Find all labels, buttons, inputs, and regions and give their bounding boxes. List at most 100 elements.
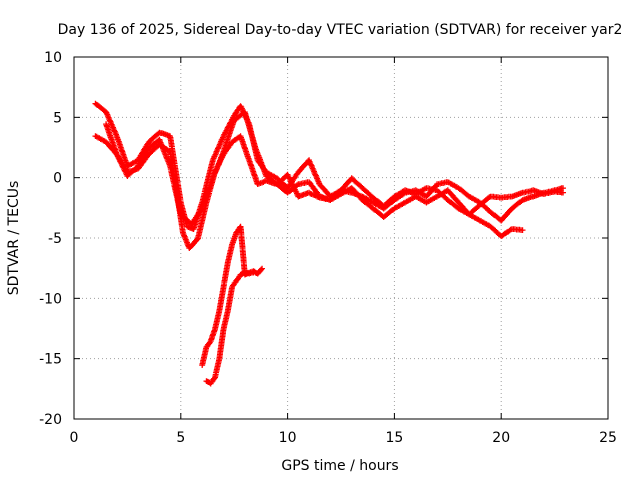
data-point: + [117, 154, 124, 167]
data-point: + [459, 200, 466, 213]
data-point: + [295, 190, 302, 203]
data-point: + [290, 172, 297, 185]
data-point: + [522, 193, 529, 206]
data-point: + [416, 192, 423, 205]
data-point: + [123, 167, 130, 180]
data-point: + [492, 224, 499, 237]
data-point: + [120, 150, 127, 163]
data-point: + [425, 182, 432, 195]
data-point: + [556, 183, 563, 196]
data-point: + [206, 376, 213, 389]
data-point: + [272, 171, 279, 184]
data-point: + [210, 152, 217, 165]
data-point: + [333, 188, 340, 201]
data-point: + [150, 138, 157, 151]
data-point: + [295, 166, 302, 179]
data-point: + [307, 156, 314, 169]
data-point: + [204, 375, 211, 388]
data-point: + [278, 176, 285, 189]
data-point: + [350, 184, 357, 197]
data-point: + [380, 202, 387, 215]
data-point: + [487, 206, 494, 219]
data-point: + [178, 215, 185, 228]
data-point: + [135, 160, 142, 173]
data-point: + [220, 323, 227, 336]
data-point: + [220, 129, 227, 142]
data-point: + [220, 147, 227, 160]
data-point: + [201, 195, 208, 208]
data-point: + [123, 168, 130, 181]
data-point: + [346, 174, 353, 187]
data-point: + [420, 194, 427, 207]
data-point: + [212, 166, 219, 179]
data-point: + [385, 207, 392, 220]
data-point: + [432, 180, 439, 193]
data-point: + [499, 191, 506, 204]
data-point: + [471, 211, 478, 224]
data-point: + [354, 188, 361, 201]
data-point: + [265, 171, 272, 184]
data-point: + [176, 185, 183, 198]
data-point: + [132, 155, 139, 168]
data-point: + [168, 150, 175, 163]
data-point: + [102, 104, 109, 117]
data-point: + [372, 204, 379, 217]
data-point: + [220, 279, 227, 292]
data-point: + [522, 186, 529, 199]
data-point: + [386, 197, 393, 210]
data-point: + [363, 185, 370, 198]
data-point: + [195, 208, 202, 221]
data-point: + [218, 291, 225, 304]
data-point: + [485, 203, 492, 216]
data-point: + [112, 145, 119, 158]
data-point: + [192, 216, 199, 229]
data-point: + [256, 265, 263, 278]
data-point: + [392, 189, 399, 202]
data-point: + [136, 157, 143, 170]
data-point: + [498, 230, 505, 243]
data-point: + [184, 220, 191, 233]
data-point: + [227, 288, 234, 301]
data-point: + [219, 289, 226, 302]
data-point: + [179, 203, 186, 216]
data-point: + [145, 149, 152, 162]
data-point: + [464, 206, 471, 219]
data-point: + [202, 184, 209, 197]
data-point: + [557, 186, 564, 199]
data-point: + [454, 195, 461, 208]
y-tick-label: 0 [53, 171, 62, 187]
data-point: + [151, 130, 158, 143]
x-tick-label: 0 [70, 430, 79, 446]
data-point: + [271, 177, 278, 190]
data-point: + [163, 128, 170, 141]
data-point: + [204, 186, 211, 199]
data-point: + [457, 198, 464, 211]
axis-ticks [73, 56, 609, 420]
data-point: + [217, 348, 224, 361]
data-point: + [269, 174, 276, 187]
data-point: + [306, 154, 313, 167]
data-point: + [217, 345, 224, 358]
data-point: + [262, 168, 269, 181]
data-point: + [176, 201, 183, 214]
data-point: + [209, 157, 216, 170]
data-point: + [364, 197, 371, 210]
data-point: + [239, 107, 246, 120]
data-point: + [117, 141, 124, 154]
data-point: + [541, 186, 548, 199]
data-point: + [199, 357, 206, 370]
data-point: + [177, 207, 184, 220]
data-point: + [182, 214, 189, 227]
data-point: + [341, 180, 348, 193]
data-point: + [227, 244, 234, 257]
data-point: + [170, 164, 177, 177]
data-point: + [249, 164, 256, 177]
data-point: + [147, 134, 154, 147]
data-point: + [170, 150, 177, 163]
data-point: + [258, 263, 265, 276]
data-point: + [275, 173, 282, 186]
data-point: + [311, 165, 318, 178]
data-point: + [100, 103, 107, 116]
data-point: + [385, 195, 392, 208]
data-point: + [253, 175, 260, 188]
